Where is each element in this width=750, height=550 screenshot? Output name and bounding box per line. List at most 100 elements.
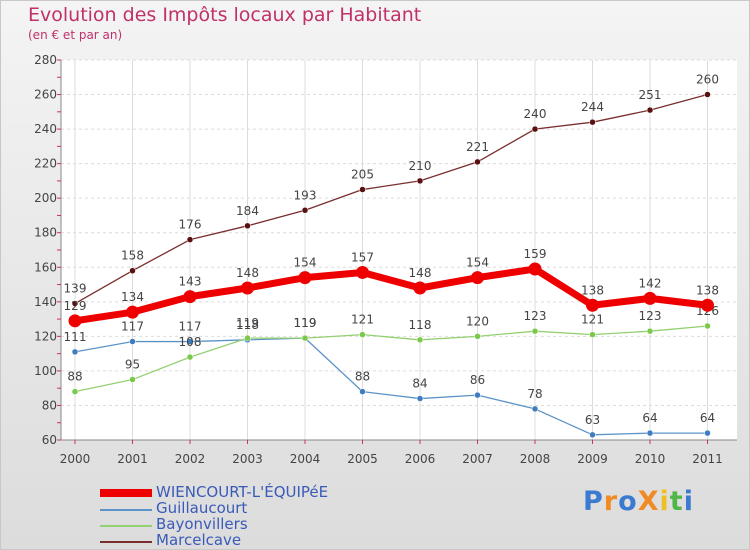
series-line: [74, 93, 709, 305]
data-point: [531, 405, 539, 413]
legend-swatch: [100, 489, 152, 497]
data-point: [704, 322, 711, 330]
data-label: 176: [179, 218, 202, 232]
legend-swatch: [100, 525, 152, 527]
data-label: 142: [639, 276, 662, 290]
series-bayonvillers: 8895108119119121118120123121123126: [67, 304, 719, 395]
data-label: 108: [179, 335, 202, 349]
series-wiencourt-l-quip-e: 129 134 143 148 154 157 148 154 159 138 142 138: [64, 247, 719, 328]
logo-letter: r: [603, 486, 619, 517]
data-point: [413, 281, 427, 295]
data-label: 63: [585, 413, 600, 427]
data-label: 78: [527, 387, 542, 401]
data-label: 244: [581, 100, 604, 114]
data-label: 251: [639, 88, 662, 102]
data-label: 148: [236, 266, 259, 280]
series-line: [74, 325, 709, 393]
data-label: 121: [581, 313, 604, 327]
data-point: [646, 106, 654, 114]
x-tick-label: 2007: [462, 452, 493, 466]
data-label: 118: [236, 318, 259, 332]
data-point: [643, 291, 657, 305]
x-tick-label: 2002: [175, 452, 206, 466]
data-point: [356, 265, 369, 279]
data-point: [129, 376, 136, 383]
data-label: 117: [179, 320, 202, 334]
y-tick-label: 140: [34, 295, 57, 309]
data-point: [416, 177, 424, 185]
data-point: [298, 271, 312, 285]
data-point: [528, 262, 542, 276]
data-point: [359, 186, 366, 193]
data-point: [704, 91, 711, 98]
x-tick-label: 2001: [117, 452, 148, 466]
data-label: 123: [524, 309, 547, 323]
data-label: 193: [294, 188, 317, 202]
data-label: 184: [236, 204, 259, 218]
legend-swatch: [100, 509, 152, 511]
x-tick-label: 2011: [692, 452, 723, 466]
x-tick-label: 2010: [635, 452, 666, 466]
series-marcelcave: 139 158 176 184 193 205 210 221 240 244 251 260: [64, 73, 719, 307]
y-tick-label: 220: [34, 157, 57, 171]
y-tick-label: 100: [34, 364, 57, 378]
data-point: [244, 222, 251, 230]
data-point: [589, 118, 596, 126]
data-point: [704, 429, 711, 437]
data-label: 221: [466, 140, 489, 154]
data-point: [474, 333, 481, 340]
legend-label: Marcelcave: [156, 531, 242, 549]
data-label: 158: [121, 249, 144, 263]
data-point: [126, 305, 139, 319]
data-label: 138: [696, 283, 719, 297]
data-label: 139: [64, 282, 87, 296]
data-label: 240: [524, 107, 547, 121]
series-line: [71, 265, 711, 325]
logo-letter: i: [683, 486, 694, 517]
data-label: 157: [351, 250, 374, 264]
data-label: 88: [355, 370, 370, 384]
data-label: 84: [412, 377, 427, 391]
data-label: 119: [294, 316, 317, 330]
data-point: [646, 327, 654, 335]
y-tick-label: 260: [34, 88, 57, 102]
data-point: [586, 298, 599, 312]
data-label: 260: [696, 73, 719, 87]
data-label: 119: [294, 316, 317, 330]
data-point: [359, 388, 366, 395]
legend-label: WIENCOURT-L'ÉQUIPéE: [156, 483, 329, 501]
data-label: 118: [409, 318, 432, 332]
proxiti-logo: ProXiti: [583, 486, 694, 517]
data-point: [241, 281, 254, 295]
data-label: 123: [639, 309, 662, 323]
y-tick-label: 120: [34, 329, 57, 343]
data-point: [301, 207, 309, 214]
data-label: 205: [351, 168, 374, 182]
data-label: 95: [125, 358, 140, 372]
data-label: 64: [642, 411, 657, 425]
data-point: [71, 388, 79, 395]
data-point: [359, 331, 366, 338]
data-label: 148: [409, 266, 432, 280]
data-point: [646, 429, 654, 437]
data-label: 86: [470, 373, 485, 387]
data-point: [244, 334, 251, 342]
data-label: 143: [179, 275, 202, 289]
data-label: 159: [524, 247, 547, 261]
legend-label: Bayonvillers: [156, 515, 248, 533]
y-tick-label: 60: [42, 433, 57, 447]
data-label: 119: [236, 316, 259, 330]
data-label: 88: [67, 370, 82, 384]
data-point: [531, 125, 539, 133]
data-point: [186, 353, 194, 361]
data-point: [129, 267, 136, 274]
logo-letter: o: [618, 486, 638, 517]
chart-title: Evolution des Impôts locaux par Habitant: [28, 4, 422, 26]
data-label: 64: [700, 411, 715, 425]
legend-swatch: [100, 541, 152, 543]
y-tick-label: 280: [34, 53, 57, 67]
data-point: [531, 327, 539, 335]
chart-subtitle: (en € et par an): [28, 28, 123, 42]
logo-letter: t: [669, 486, 684, 517]
x-tick-label: 2004: [290, 452, 321, 466]
